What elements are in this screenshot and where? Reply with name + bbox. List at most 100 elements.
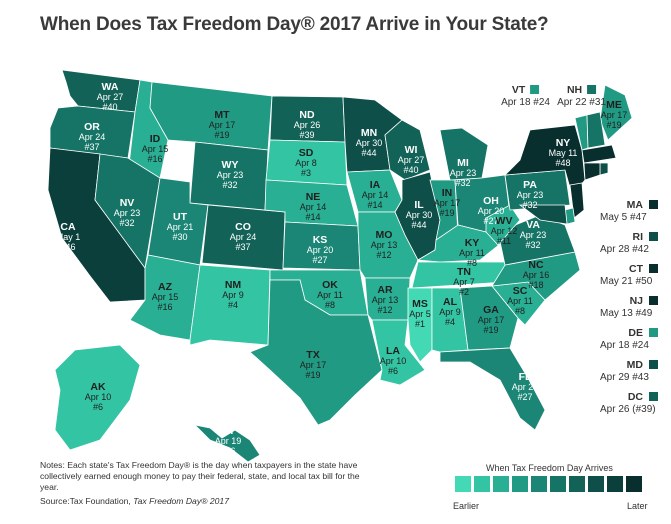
state-date: Apr 27 <box>96 92 124 102</box>
state-label-mo: MO Apr 13 #12 <box>371 230 398 260</box>
state-date: Apr 8 <box>295 158 317 168</box>
state-label-il: IL Apr 30 #44 <box>406 200 433 230</box>
state-abbr: WI <box>404 144 418 156</box>
state-date: Apr 30 <box>355 138 383 148</box>
state-label-ut: UT Apr 21 #30 <box>167 212 194 242</box>
state-label-ia: IA Apr 14 #14 <box>362 180 389 210</box>
state-rank: #19 <box>483 325 499 335</box>
callout-rank: #42 <box>629 244 649 255</box>
state-label-nc: NC Apr 16 #18 <box>523 260 550 290</box>
state-label-tx: TX Apr 17 #19 <box>300 350 327 380</box>
state-rank: #4 <box>444 317 456 327</box>
legend-title: When Tax Freedom Day Arrives <box>486 463 613 473</box>
callout-ri: RI Apr 28 #42 <box>600 231 658 256</box>
state-abbr: ME <box>606 99 622 111</box>
state-rank: #40 <box>102 102 118 112</box>
source-name: Tax Freedom Day® 2017 <box>133 496 229 506</box>
state-rank: #30 <box>172 232 188 242</box>
state-abbr: TX <box>306 349 320 361</box>
state-abbr: AR <box>377 284 393 296</box>
callout-date: Apr 18 <box>600 340 630 351</box>
state-label-va: VA Apr 23 #32 <box>520 220 547 250</box>
state-date: Apr 20 <box>306 245 334 255</box>
state-label-ar: AR Apr 13 #12 <box>372 285 399 315</box>
state-date: Apr 11 <box>459 248 485 258</box>
state-label-in: IN Apr 17 #19 <box>434 188 461 218</box>
state-date: Apr 7 <box>453 277 475 287</box>
state-label-ca: CA May 1 #46 <box>56 222 81 252</box>
state-date: Apr 14 <box>299 202 327 212</box>
state-abbr: AK <box>90 381 106 393</box>
state-date: Apr 15 <box>151 292 179 302</box>
state-rank: #39 <box>299 130 315 140</box>
callout-rank: (#39) <box>629 404 656 415</box>
state-abbr: AZ <box>158 281 172 293</box>
callout-rank: #49 <box>632 308 653 319</box>
state-rank: #40 <box>403 165 419 175</box>
state-shape-fl <box>439 347 546 431</box>
state-date: Apr 10 <box>379 356 407 366</box>
state-date: Apr 5 <box>409 309 431 319</box>
state-shape-va <box>497 214 576 266</box>
legend-swatch-8 <box>588 476 604 492</box>
callout-abbr: VT <box>511 84 526 96</box>
state-label-al: AL Apr 9 #4 <box>439 297 461 327</box>
state-rank: #16 <box>157 302 173 312</box>
state-shape-ri <box>599 162 609 176</box>
state-label-oh: OH Apr 20 #27 <box>478 196 505 226</box>
state-date: Apr 26 <box>293 120 321 130</box>
state-label-ne: NE Apr 14 #14 <box>300 192 327 222</box>
state-abbr: ND <box>299 109 315 121</box>
callout-rank: #47 <box>627 212 647 223</box>
callout-swatch <box>649 264 658 273</box>
state-rank: #32 <box>222 180 238 190</box>
state-label-wa: WA Apr 27 #40 <box>97 82 124 112</box>
state-rank: #19 <box>214 130 230 140</box>
state-date: Apr 16 <box>522 270 550 280</box>
state-rank: #12 <box>377 305 393 315</box>
state-date: Apr 10 <box>84 392 112 402</box>
state-date: Apr 13 <box>370 240 398 250</box>
state-rank: #11 <box>496 236 512 246</box>
state-date: Apr 24 <box>229 232 257 242</box>
state-shape-ak <box>54 344 141 451</box>
state-label-wv: WV Apr 12 #11 <box>491 216 518 246</box>
state-abbr: OH <box>483 195 499 207</box>
state-rank: #3 <box>300 168 312 178</box>
legend-swatch-4 <box>512 476 528 492</box>
legend-swatch-2 <box>474 476 490 492</box>
state-date: Apr 23 <box>519 230 547 240</box>
state-rank: #44 <box>361 148 377 158</box>
state-label-hi: HI Apr 19 #26 <box>215 426 242 456</box>
state-shape-tx <box>249 279 383 426</box>
callout-swatch <box>649 392 658 401</box>
state-shape-ct <box>583 162 601 181</box>
callout-date: Apr 28 <box>600 244 630 255</box>
state-shape-ga <box>459 285 519 351</box>
state-abbr: WV <box>495 215 513 227</box>
state-date: Apr 17 <box>600 110 628 120</box>
state-date: Apr 13 <box>371 295 399 305</box>
state-abbr: SC <box>512 285 528 297</box>
state-abbr: MI <box>457 157 469 169</box>
state-abbr: IA <box>369 179 381 191</box>
state-date: Apr 11 <box>317 290 343 300</box>
state-rank: #18 <box>528 280 544 290</box>
state-label-fl: FL Apr 20 #27 <box>512 372 539 402</box>
state-rank: #27 <box>312 255 328 265</box>
state-abbr: TN <box>456 266 471 278</box>
state-label-ny: NY May 11 #48 <box>549 138 578 168</box>
state-abbr: ID <box>149 133 161 145</box>
state-shape-me <box>599 84 633 141</box>
state-label-ga: GA Apr 17 #19 <box>478 305 505 335</box>
callout-rank: #24 <box>629 340 649 351</box>
state-label-id: ID Apr 15 #16 <box>142 134 169 164</box>
state-label-mt: MT Apr 17 #19 <box>209 110 236 140</box>
state-abbr: NV <box>119 197 135 209</box>
state-label-tn: TN Apr 7 #2 <box>453 267 475 297</box>
state-abbr: WA <box>101 81 119 93</box>
state-date: Apr 21 <box>166 222 194 232</box>
state-date: Apr 17 <box>433 198 461 208</box>
state-label-ak: AK Apr 10 #6 <box>85 382 112 412</box>
state-date: Apr 9 <box>222 290 244 300</box>
